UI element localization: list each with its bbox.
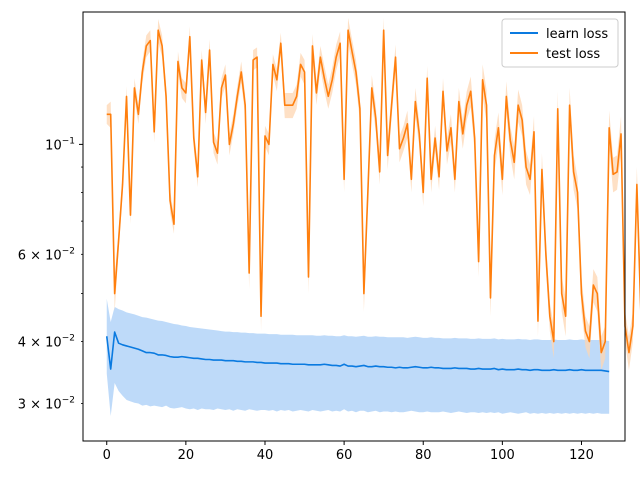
legend-label: learn loss: [546, 27, 608, 42]
y-tick-label: 6 × 10−2: [18, 246, 75, 263]
axes-frame: [82, 11, 626, 442]
legend: learn loss test loss: [501, 18, 619, 68]
x-tick-label: 120: [569, 448, 594, 463]
y-tick-label: 3 × 10−2: [18, 395, 75, 412]
x-tick-label: 100: [490, 448, 515, 463]
series-lines: [105, 29, 640, 373]
legend-box: [501, 18, 619, 68]
x-tick-label: 60: [336, 448, 353, 463]
legend-label: test loss: [546, 47, 600, 62]
x-axis: 0 20 40 60 80 100 120: [103, 441, 594, 463]
x-tick-label: 20: [178, 448, 195, 463]
series-line-learn-loss: [105, 331, 610, 373]
x-tick-label: 40: [257, 448, 274, 463]
series-line-test-loss: [106, 29, 640, 354]
x-tick-label: 80: [415, 448, 432, 463]
y-tick-label: 10−1: [45, 136, 75, 153]
y-axis: 10−1 3 × 10−2 4 × 10−2 6 × 10−2: [18, 136, 83, 412]
band-learn-loss: [106, 298, 610, 417]
x-tick-label: 0: [103, 448, 111, 463]
y-tick-label: 4 × 10−2: [18, 334, 75, 351]
plot-area: [82, 11, 640, 442]
